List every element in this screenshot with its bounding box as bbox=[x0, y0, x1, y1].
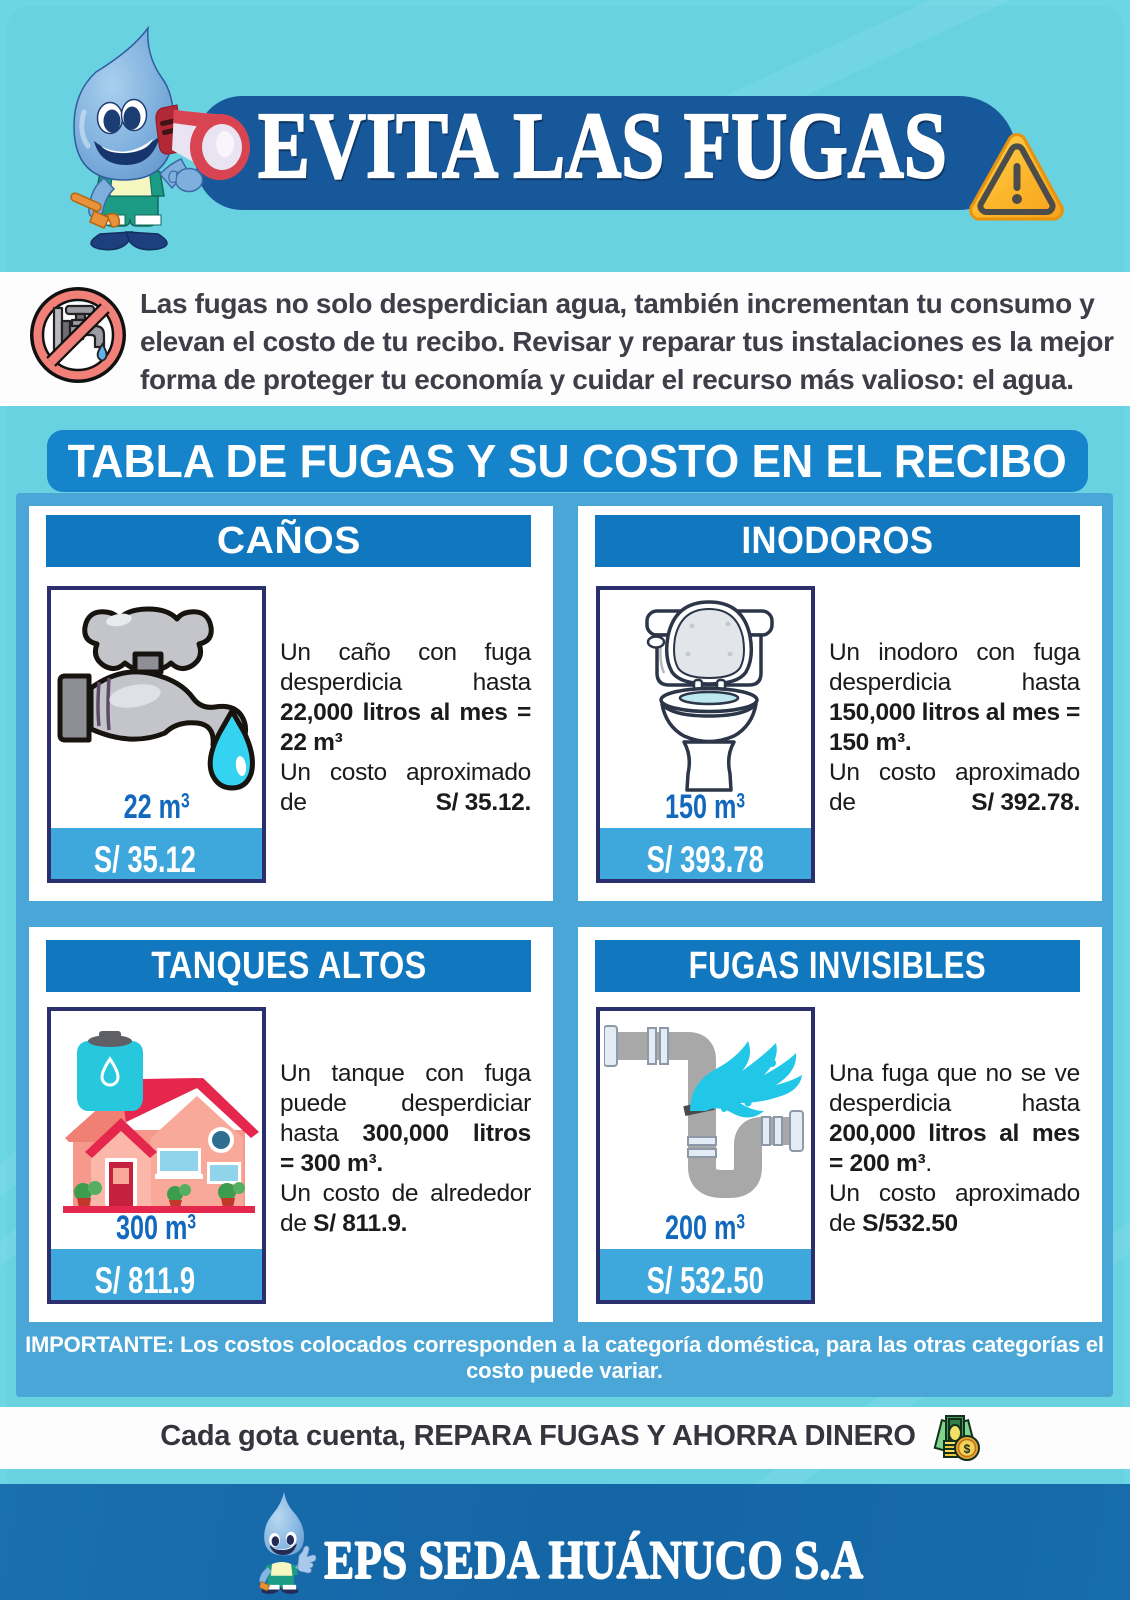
svg-text:$: $ bbox=[964, 1442, 971, 1456]
